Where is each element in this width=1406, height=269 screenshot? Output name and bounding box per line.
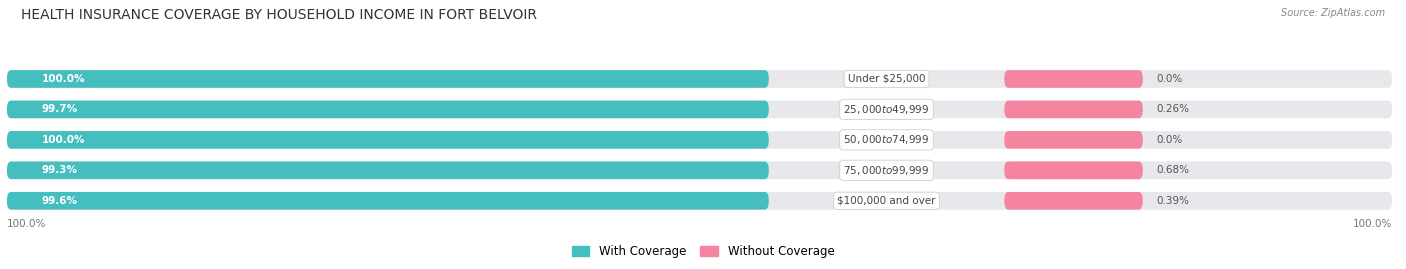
Text: HEALTH INSURANCE COVERAGE BY HOUSEHOLD INCOME IN FORT BELVOIR: HEALTH INSURANCE COVERAGE BY HOUSEHOLD I… <box>21 8 537 22</box>
FancyBboxPatch shape <box>7 192 1392 210</box>
FancyBboxPatch shape <box>7 131 769 149</box>
FancyBboxPatch shape <box>1004 70 1143 88</box>
Text: 0.0%: 0.0% <box>1157 135 1182 145</box>
FancyBboxPatch shape <box>7 131 1392 149</box>
Text: 0.68%: 0.68% <box>1157 165 1189 175</box>
FancyBboxPatch shape <box>1004 101 1143 118</box>
Text: 100.0%: 100.0% <box>7 219 46 229</box>
Text: 0.39%: 0.39% <box>1157 196 1189 206</box>
Text: $50,000 to $74,999: $50,000 to $74,999 <box>844 133 929 146</box>
FancyBboxPatch shape <box>7 161 769 179</box>
FancyBboxPatch shape <box>7 101 769 118</box>
Text: 0.0%: 0.0% <box>1157 74 1182 84</box>
FancyBboxPatch shape <box>1004 161 1143 179</box>
FancyBboxPatch shape <box>1004 131 1143 149</box>
Text: $100,000 and over: $100,000 and over <box>838 196 936 206</box>
Text: 99.3%: 99.3% <box>42 165 77 175</box>
FancyBboxPatch shape <box>1004 192 1143 210</box>
Text: 0.26%: 0.26% <box>1157 104 1189 114</box>
Text: 100.0%: 100.0% <box>42 135 84 145</box>
Text: 100.0%: 100.0% <box>1353 219 1392 229</box>
Text: 100.0%: 100.0% <box>42 74 84 84</box>
Text: Under $25,000: Under $25,000 <box>848 74 925 84</box>
FancyBboxPatch shape <box>7 70 1392 88</box>
Text: 99.6%: 99.6% <box>42 196 77 206</box>
Text: $25,000 to $49,999: $25,000 to $49,999 <box>844 103 929 116</box>
Text: $75,000 to $99,999: $75,000 to $99,999 <box>844 164 929 177</box>
Text: 99.7%: 99.7% <box>42 104 77 114</box>
FancyBboxPatch shape <box>7 101 1392 118</box>
FancyBboxPatch shape <box>7 192 769 210</box>
Text: Source: ZipAtlas.com: Source: ZipAtlas.com <box>1281 8 1385 18</box>
FancyBboxPatch shape <box>7 70 769 88</box>
Legend: With Coverage, Without Coverage: With Coverage, Without Coverage <box>567 241 839 263</box>
FancyBboxPatch shape <box>7 161 1392 179</box>
